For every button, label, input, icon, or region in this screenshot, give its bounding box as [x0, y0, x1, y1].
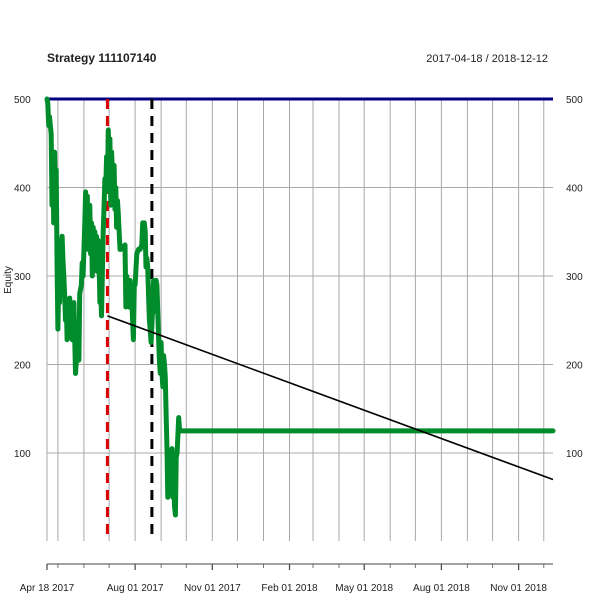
- tick-labels: Apr 18 2017 Aug 01 2017 Nov 01 2017 Feb 01 …: [14, 95, 583, 594]
- x-tick-label: Aug 01 2018: [413, 583, 470, 594]
- y-tick-label-right: 200: [566, 361, 583, 372]
- y-tick-label-right: 100: [566, 449, 583, 460]
- x-tick-label: Nov 01 2017: [184, 583, 241, 594]
- trend-line: [107, 315, 554, 481]
- x-tick-label: May 01 2018: [335, 583, 393, 594]
- x-tick-label: Apr 18 2017: [20, 583, 75, 594]
- equity-series: [44, 96, 556, 518]
- y-tick-label-left: 200: [14, 361, 31, 372]
- chart-title: Strategy 111107140: [47, 51, 157, 65]
- reference-lines: [47, 97, 553, 541]
- date-range: 2017-04-18 / 2018-12-12: [426, 53, 548, 65]
- x-tick-label: Aug 01 2017: [107, 583, 164, 594]
- y-tick-label-left: 300: [14, 272, 31, 283]
- y-axis-title: Equity: [3, 266, 14, 294]
- y-tick-label-right: 300: [566, 272, 583, 283]
- gridlines: [46, 98, 553, 541]
- y-tick-label-right: 400: [566, 184, 583, 195]
- y-tick-label-left: 500: [14, 95, 31, 106]
- axes: [46, 563, 553, 570]
- y-tick-label-right: 500: [566, 95, 583, 106]
- equity-line: [44, 96, 556, 518]
- y-tick-label-left: 400: [14, 184, 31, 195]
- y-tick-label-left: 100: [14, 449, 31, 460]
- x-tick-label: Nov 01 2018: [490, 583, 547, 594]
- x-tick-label: Feb 01 2018: [261, 583, 318, 594]
